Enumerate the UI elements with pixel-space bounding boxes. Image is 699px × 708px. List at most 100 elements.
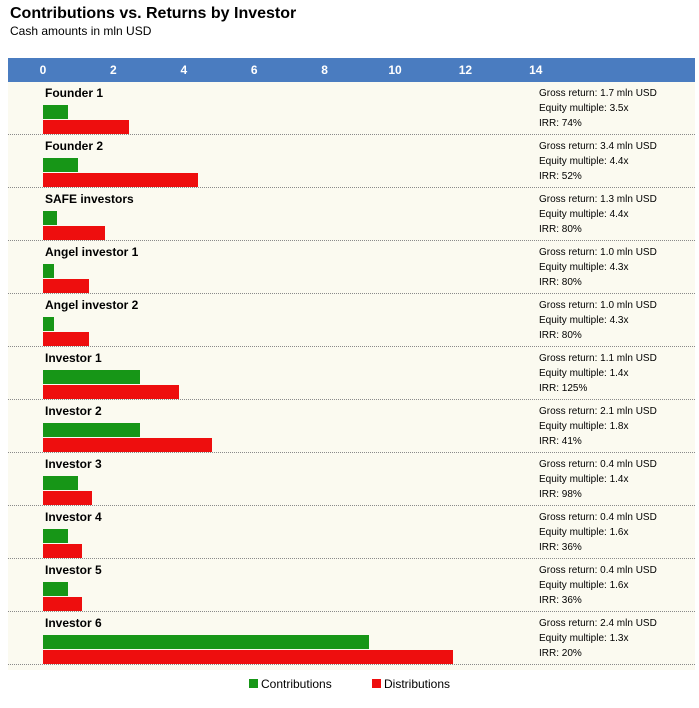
plot-area: Founder 1 Gross return: 1.7 mln USD Equity… — [8, 82, 695, 670]
distributions-bar — [43, 491, 93, 505]
x-tick-label: 2 — [110, 63, 117, 77]
irr-label: IRR: 80% — [539, 330, 582, 341]
gross-return-label: Gross return: 2.1 mln USD — [539, 406, 657, 417]
distributions-bar — [43, 226, 105, 240]
investor-stats: Gross return: 2.1 mln USD Equity multiple… — [539, 404, 657, 449]
investor-stats: Gross return: 1.1 mln USD Equity multiple… — [539, 351, 657, 396]
legend-swatch — [372, 679, 381, 688]
equity-multiple-label: Equity multiple: 4.4x — [539, 209, 629, 220]
irr-label: IRR: 74% — [539, 118, 582, 129]
gross-return-label: Gross return: 1.3 mln USD — [539, 194, 657, 205]
gross-return-label: Gross return: 3.4 mln USD — [539, 141, 657, 152]
contributions-bar — [43, 211, 58, 225]
chart-subtitle: Cash amounts in mln USD — [10, 24, 152, 38]
equity-multiple-label: Equity multiple: 1.4x — [539, 474, 629, 485]
x-tick-label: 0 — [39, 63, 47, 77]
investor-name: Investor 5 — [45, 563, 102, 577]
investor-stats: Gross return: 1.0 mln USD Equity multiple… — [539, 298, 657, 343]
investor-row: Investor 3 Gross return: 0.4 mln USD Equit… — [8, 453, 695, 506]
row-separator — [8, 346, 695, 347]
x-tick-label: 14 — [529, 63, 543, 77]
investor-stats: Gross return: 1.0 mln USD Equity multiple… — [539, 245, 657, 290]
distributions-bar — [43, 332, 89, 346]
x-axis-band: 0 2 4 6 8 10 12 14 — [8, 58, 695, 82]
row-separator — [8, 134, 695, 135]
investor-row: Investor 5 Gross return: 0.4 mln USD Equit… — [8, 559, 695, 612]
legend-label: Distributions — [384, 677, 451, 691]
row-separator — [8, 240, 695, 241]
irr-label: IRR: 98% — [539, 489, 582, 500]
contributions-bar — [43, 476, 79, 490]
contributions-bar — [43, 264, 54, 278]
investor-row: Angel investor 2 Gross return: 1.0 mln US… — [8, 294, 695, 347]
investor-name: Founder 1 — [45, 86, 104, 100]
distributions-bar — [43, 438, 212, 452]
row-separator — [8, 293, 695, 294]
irr-label: IRR: 36% — [539, 595, 582, 606]
investor-stats: Gross return: 0.4 mln USD Equity multiple… — [539, 510, 657, 555]
investor-row: Founder 1 Gross return: 1.7 mln USD Equity… — [8, 82, 695, 135]
chart-title: Contributions vs. Returns by Investor — [10, 5, 297, 22]
legend-item-contributions: Contributions — [249, 677, 332, 691]
investor-name: Investor 4 — [45, 510, 102, 524]
investor-name: Founder 2 — [45, 139, 104, 153]
investor-stats: Gross return: 1.3 mln USD Equity multiple… — [539, 192, 657, 237]
distributions-bar — [43, 120, 130, 134]
investor-name: SAFE investors — [45, 192, 134, 206]
contributions-bar — [43, 529, 68, 543]
distributions-bar — [43, 597, 82, 611]
gross-return-label: Gross return: 0.4 mln USD — [539, 512, 657, 523]
equity-multiple-label: Equity multiple: 1.6x — [539, 527, 629, 538]
contributions-bar — [43, 635, 369, 649]
distributions-bar — [43, 279, 89, 293]
row-separator — [8, 399, 695, 400]
investor-stats: Gross return: 0.4 mln USD Equity multiple… — [539, 563, 657, 608]
equity-multiple-label: Equity multiple: 1.8x — [539, 421, 629, 432]
legend-swatch — [249, 679, 258, 688]
investor-name: Investor 1 — [45, 351, 102, 365]
row-separator — [8, 558, 695, 559]
contributions-bar — [43, 423, 140, 437]
equity-multiple-label: Equity multiple: 1.3x — [539, 633, 629, 644]
x-tick-label: 4 — [180, 63, 188, 77]
distributions-bar — [43, 385, 179, 399]
investor-row: Investor 2 Gross return: 2.1 mln USD Equit… — [8, 400, 695, 453]
distributions-bar — [43, 544, 82, 558]
row-separator — [8, 452, 695, 453]
gross-return-label: Gross return: 1.0 mln USD — [539, 247, 657, 258]
row-separator — [8, 611, 695, 612]
irr-label: IRR: 41% — [539, 436, 582, 447]
row-separator — [8, 187, 695, 188]
row-separator — [8, 664, 695, 665]
irr-label: IRR: 80% — [539, 224, 582, 235]
distributions-bar — [43, 173, 198, 187]
x-tick-label: 8 — [321, 63, 328, 77]
irr-label: IRR: 80% — [539, 277, 582, 288]
legend-label: Contributions — [261, 677, 332, 691]
irr-label: IRR: 125% — [539, 383, 588, 394]
gross-return-label: Gross return: 0.4 mln USD — [539, 565, 657, 576]
investor-name: Investor 3 — [45, 457, 102, 471]
contributions-bar — [43, 158, 79, 172]
equity-multiple-label: Equity multiple: 4.4x — [539, 156, 629, 167]
equity-multiple-label: Equity multiple: 1.6x — [539, 580, 629, 591]
equity-multiple-label: Equity multiple: 1.4x — [539, 368, 629, 379]
investor-row: Investor 4 Gross return: 0.4 mln USD Equit… — [8, 506, 695, 559]
contributions-bar — [43, 582, 68, 596]
gross-return-label: Gross return: 1.7 mln USD — [539, 88, 657, 99]
x-tick-label: 10 — [388, 63, 402, 77]
investor-row: Investor 6 Gross return: 2.4 mln USD Equit… — [8, 612, 695, 665]
investor-row: Founder 2 Gross return: 3.4 mln USD Equity… — [8, 135, 695, 188]
investor-name: Angel investor 2 — [45, 298, 139, 312]
x-tick-label: 12 — [458, 63, 473, 77]
legend: Contributions Distributions — [0, 677, 699, 693]
equity-multiple-label: Equity multiple: 4.3x — [539, 315, 629, 326]
contributions-bar — [43, 370, 140, 384]
contributions-bar — [43, 317, 54, 331]
investor-name: Investor 2 — [45, 404, 102, 418]
investor-name: Angel investor 1 — [45, 245, 139, 259]
x-tick-label: 6 — [250, 63, 258, 77]
irr-label: IRR: 52% — [539, 171, 582, 182]
gross-return-label: Gross return: 1.0 mln USD — [539, 300, 657, 311]
irr-label: IRR: 36% — [539, 542, 582, 553]
